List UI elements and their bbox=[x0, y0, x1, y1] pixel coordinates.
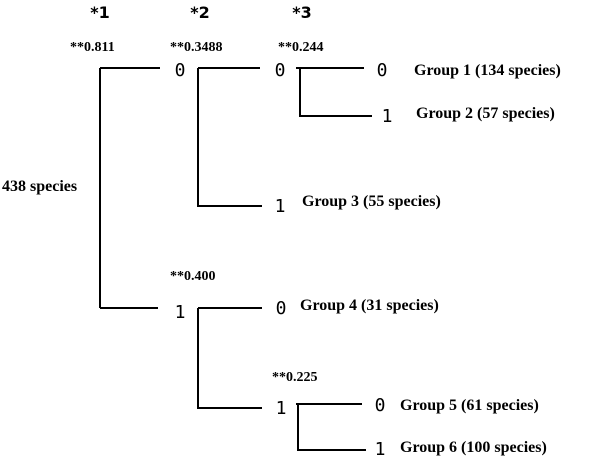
split-value-4: **0.400 bbox=[170, 269, 216, 284]
root-label: 438 species bbox=[2, 178, 77, 195]
split-value-3: **0.244 bbox=[278, 40, 324, 55]
edge-s5-split bbox=[297, 404, 366, 451]
split-value-1: **0.811 bbox=[70, 40, 115, 55]
branch-code-group1: 0 bbox=[377, 60, 388, 81]
branch-code-s2-top: 0 bbox=[275, 60, 286, 81]
group-2-label: Group 2 (57 species) bbox=[416, 105, 555, 122]
level-1-header: *1 bbox=[90, 3, 110, 22]
branch-code-group4: 0 bbox=[276, 298, 287, 319]
split-value-2: **0.3488 bbox=[170, 40, 223, 55]
group-5-label: Group 5 (61 species) bbox=[400, 397, 539, 414]
edge-s2-split bbox=[197, 68, 262, 207]
group-4-label: Group 4 (31 species) bbox=[300, 297, 439, 314]
branch-code-s4-bottom: 1 bbox=[276, 398, 287, 419]
branch-code-s2-bottom: 1 bbox=[275, 196, 286, 217]
edge-s3-split bbox=[299, 68, 372, 117]
branch-code-root-top: 0 bbox=[175, 60, 186, 81]
branch-code-group2: 1 bbox=[382, 106, 393, 127]
split-value-5: **0.225 bbox=[272, 370, 318, 385]
branch-code-group5: 0 bbox=[375, 395, 386, 416]
level-3-header: *3 bbox=[292, 3, 312, 22]
branch-code-group6: 1 bbox=[375, 439, 386, 458]
branch-code-root-bottom: 1 bbox=[175, 302, 186, 323]
group-6-label: Group 6 (100 species) bbox=[400, 439, 547, 456]
level-2-header: *2 bbox=[190, 3, 210, 22]
group-3-label: Group 3 (55 species) bbox=[302, 193, 441, 210]
edge-s4-split bbox=[197, 308, 262, 409]
group-1-label: Group 1 (134 species) bbox=[414, 62, 561, 79]
